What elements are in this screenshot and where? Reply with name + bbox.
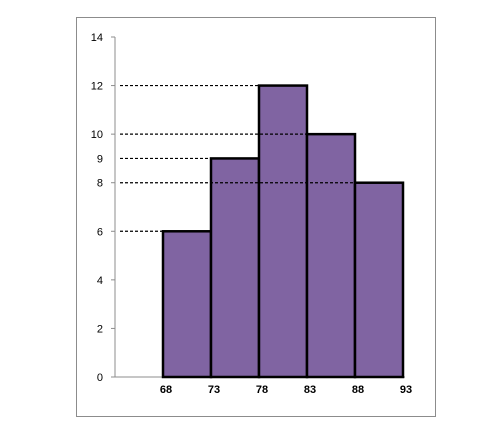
y-tick-label: 0 <box>97 372 103 384</box>
histogram-bar <box>353 181 405 379</box>
y-tick-label: 2 <box>97 323 103 335</box>
histogram-bar <box>209 157 261 379</box>
histogram-bar <box>257 84 309 379</box>
y-tick-label: 8 <box>97 178 103 190</box>
y-tick-label: 12 <box>91 81 103 93</box>
x-tick-label: 88 <box>352 384 364 396</box>
x-tick-label: 78 <box>256 384 268 396</box>
x-tick-label: 68 <box>160 384 172 396</box>
y-tick-label: 9 <box>97 153 103 165</box>
y-tick-label: 4 <box>97 275 103 287</box>
histogram-bar <box>161 230 213 379</box>
x-tick-label: 83 <box>304 384 316 396</box>
y-tick-label: 14 <box>91 32 103 44</box>
y-tick-label: 6 <box>97 226 103 238</box>
y-tick-label: 10 <box>91 129 103 141</box>
histogram-bar <box>305 132 357 379</box>
x-tick-label: 93 <box>400 384 412 396</box>
x-tick-label: 73 <box>208 384 220 396</box>
